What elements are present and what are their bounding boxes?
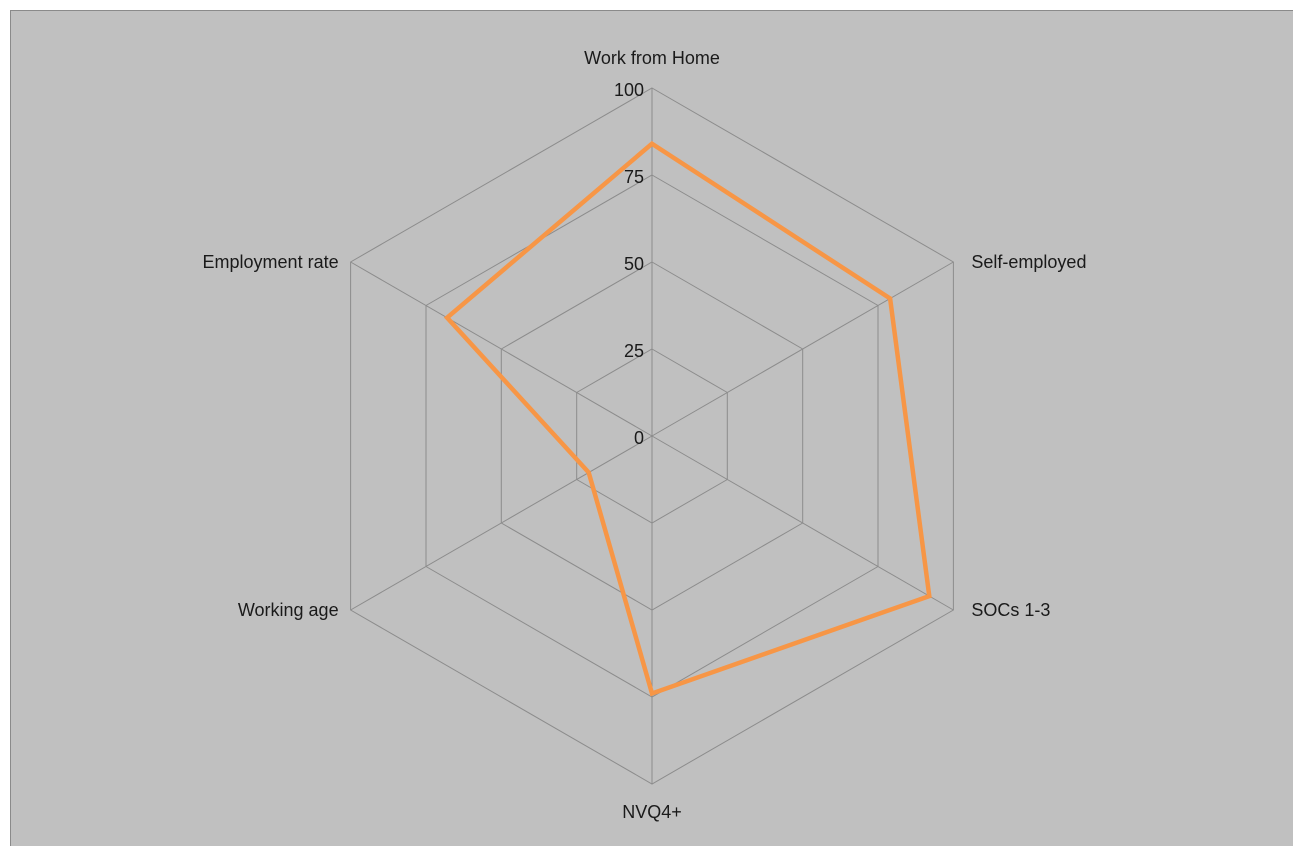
series-line-0 (443, 140, 932, 697)
category-label-3: NVQ4+ (622, 802, 682, 822)
category-label-1: Self-employed (971, 252, 1086, 272)
spoke-2 (651, 435, 954, 611)
series-layer (443, 140, 932, 697)
category-label-0: Work from Home (584, 48, 720, 68)
category-label-5: Employment rate (203, 252, 339, 272)
tick-label-50: 50 (624, 254, 644, 274)
tick-label-0: 0 (634, 428, 644, 448)
spoke-1 (651, 261, 954, 437)
category-label-2: SOCs 1-3 (971, 600, 1050, 620)
spoke-5 (350, 261, 653, 437)
category-label-4: Working age (238, 600, 339, 620)
tick-label-25: 25 (624, 341, 644, 361)
radar-spokes (350, 88, 954, 784)
spoke-4 (350, 435, 653, 611)
tick-label-75: 75 (624, 167, 644, 187)
category-labels: Work from Home Self-employed SOCs 1-3 NVQ4+… (203, 48, 1087, 822)
tick-labels: 0 25 50 75 100 (614, 80, 644, 448)
tick-label-100: 100 (614, 80, 644, 100)
